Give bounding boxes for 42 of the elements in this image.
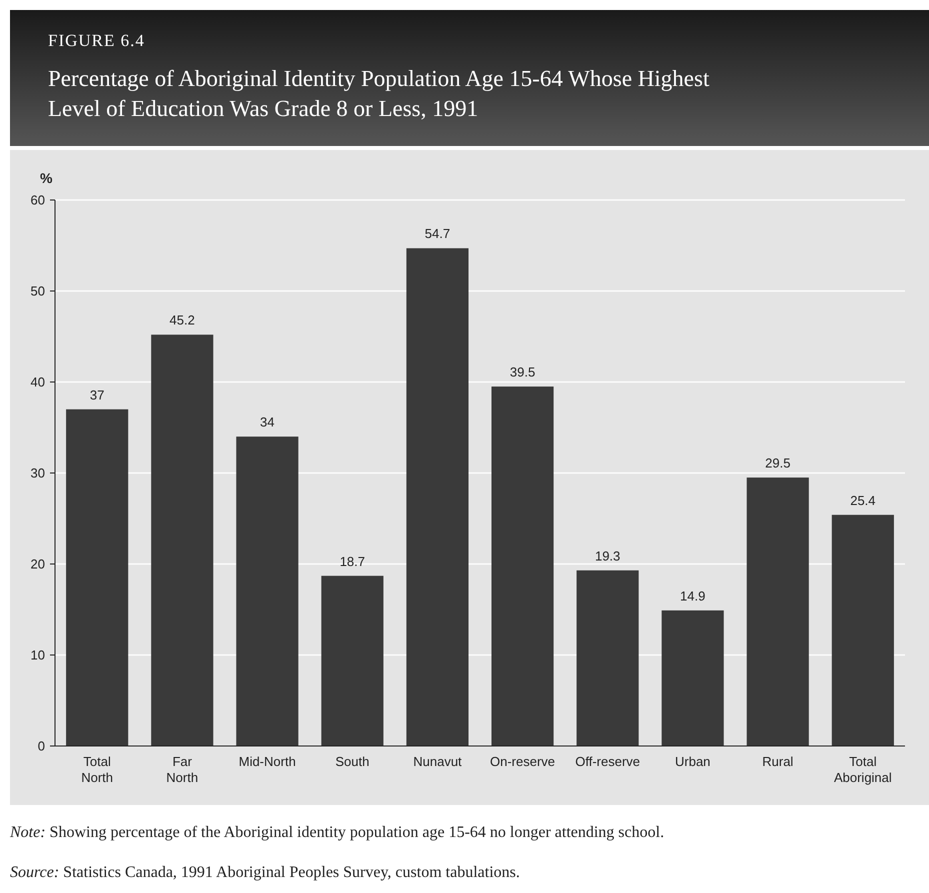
x-tick-label: Mid-North [238, 754, 296, 769]
data-label: 18.7 [340, 554, 366, 569]
source-note: Source: Statistics Canada, 1991 Aboriginal Peoples Survey, custom tabulations. [10, 864, 520, 881]
caption: FIGURE 6.4 [48, 31, 145, 50]
x-tick-label: Total North [81, 754, 114, 785]
data-label: 34 [260, 414, 275, 430]
data-label: 54.7 [424, 226, 450, 242]
bar [236, 436, 298, 746]
x-tick-label: Off-reserve [575, 754, 640, 769]
bar [151, 334, 214, 746]
bar [662, 610, 724, 746]
x-tick-label: Total Aboriginal [834, 754, 892, 785]
data-label: 37 [90, 387, 104, 402]
y-tick-label: 0 [38, 738, 45, 754]
x-tick-label: Urban [675, 754, 710, 769]
bar [321, 576, 384, 746]
bar [832, 514, 894, 746]
y-tick-label: 20 [30, 556, 45, 572]
text: Note: Showing percentage of the Aboriginal identity population age 15-64 no longer attending school. [9, 824, 664, 841]
data-label: 45.2 [170, 312, 195, 328]
x-tick-label: Nunavut [413, 754, 462, 769]
data-label: 19.3 [594, 548, 620, 564]
x-tick-label: Rural [762, 754, 794, 769]
bar [576, 570, 639, 746]
x-tick-label: On-reserve [490, 754, 556, 769]
y-tick-label: 30 [30, 466, 45, 481]
data-label: 14.9 [680, 588, 706, 604]
data-label: 29.5 [765, 456, 790, 471]
y-axis-title: % [40, 170, 53, 186]
y-tick-label: 50 [30, 284, 45, 299]
bar [406, 248, 469, 746]
data-label: 39.5 [510, 364, 536, 380]
y-tick-label: 60 [30, 192, 45, 208]
x-tick-label: South [335, 754, 370, 769]
bar [491, 386, 554, 746]
chart-title: Percentage of Aboriginal Identity Population Age 15-64 Whose Highest Level of Education Was Grade 8 or Less, 1991 [48, 66, 710, 121]
y-tick-label: 40 [30, 374, 45, 390]
y-tick-label: 10 [30, 648, 45, 663]
data-label: 25.4 [850, 492, 876, 508]
bar [746, 478, 809, 746]
bar [66, 409, 128, 746]
x-tick-label: Far North [166, 754, 198, 785]
